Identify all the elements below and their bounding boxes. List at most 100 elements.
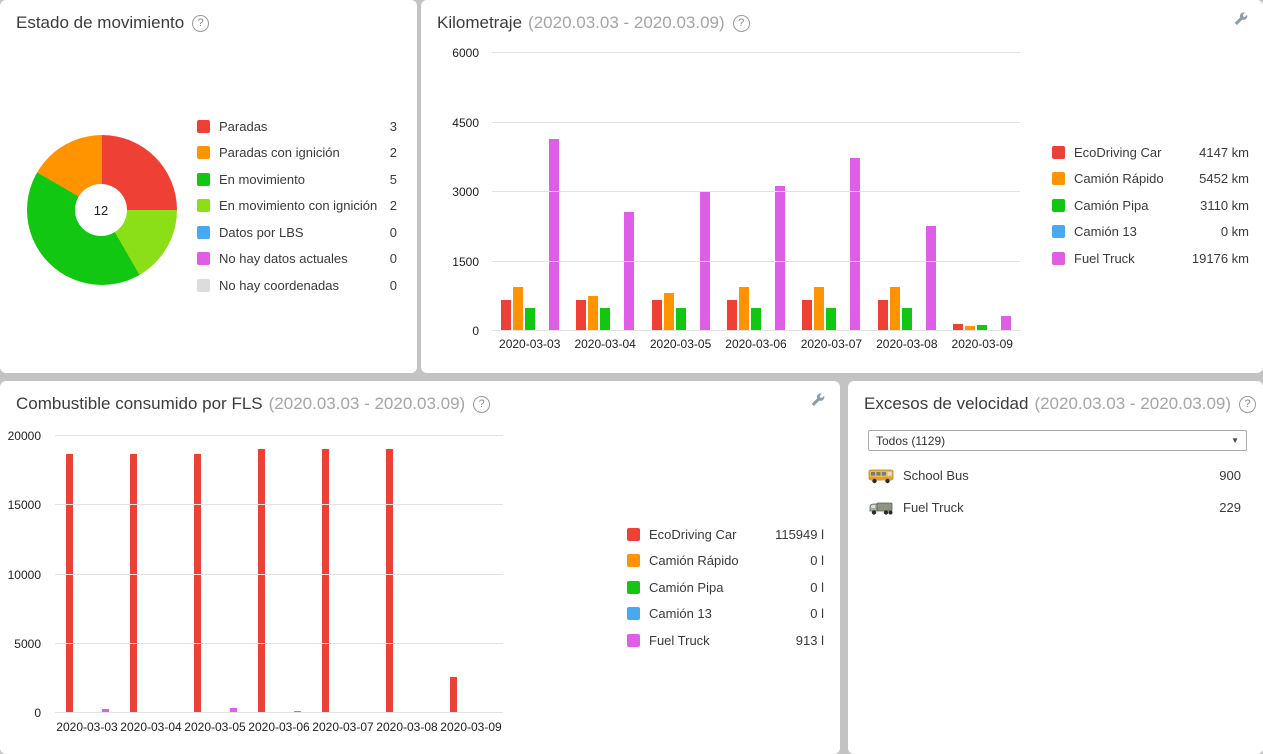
- legend-item-cami-n-pipa: Camión Pipa 0 l: [627, 574, 824, 601]
- panel-title: Kilometraje: [437, 13, 523, 32]
- legend-item-paradas: Paradas 3: [197, 113, 397, 140]
- bar-cami-n-r-pido: [889, 287, 900, 331]
- legend-label: EcoDriving Car: [1074, 144, 1162, 160]
- legend-label: Paradas con ignición: [219, 145, 340, 161]
- y-tick-label: 4500: [452, 115, 479, 130]
- bar-ecodriving-car: [449, 676, 457, 713]
- gridline: [55, 642, 503, 644]
- legend-label: Datos por LBS: [219, 224, 304, 240]
- legend-label: No hay coordenadas: [219, 277, 339, 293]
- bar-cami-n-pipa: [524, 308, 535, 331]
- panel-title: Excesos de velocidad: [864, 394, 1029, 413]
- legend-swatch: [1052, 172, 1065, 186]
- bar-fuel-truck: [229, 708, 237, 713]
- gridline: [55, 573, 503, 575]
- help-icon[interactable]: ?: [732, 14, 750, 32]
- help-icon[interactable]: ?: [192, 14, 210, 32]
- legend-label: En movimiento con ignición: [219, 198, 378, 214]
- help-icon[interactable]: ?: [473, 395, 491, 413]
- legend-swatch: [197, 146, 210, 160]
- bar-ecodriving-car: [321, 448, 329, 713]
- x-axis-label: 2020-03-06: [725, 337, 787, 351]
- legend-item-cami-n-r-pido: Camión Rápido 5452 km: [1052, 166, 1249, 193]
- unit-filter-dropdown[interactable]: Todos (1129) ▼: [868, 430, 1247, 451]
- bar-cami-n-r-pido: [512, 287, 523, 331]
- speeding-panel: Excesos de velocidad (2020.03.03 - 2020.…: [848, 381, 1263, 754]
- fuel-header: Combustible consumido por FLS (2020.03.0…: [0, 381, 840, 414]
- legend-item-en-movimiento: En movimiento 5: [197, 166, 397, 193]
- bar-group-2020-03-07: [802, 157, 861, 331]
- y-tick-label: 6000: [452, 46, 479, 60]
- x-axis-label: 2020-03-05: [649, 337, 712, 351]
- unit-label: School Bus: [903, 467, 969, 483]
- bar-ecodriving-car: [500, 300, 511, 331]
- y-tick-label: 0: [472, 324, 479, 338]
- unit-label: Fuel Truck: [903, 499, 964, 515]
- bar-group-2020-03-09: [953, 315, 1012, 331]
- legend-swatch: [197, 172, 210, 186]
- legend-item-ecodriving-car: EcoDriving Car 115949 l: [627, 521, 824, 548]
- legend-value: 0: [389, 277, 397, 293]
- bar-fuel-truck: [850, 157, 861, 331]
- bar-cami-n-r-pido: [738, 287, 749, 331]
- gridline: [492, 260, 1020, 262]
- panel-period: (2020.03.03 - 2020.03.09): [268, 394, 466, 413]
- legend-label: Camión 13: [649, 606, 712, 622]
- unit-violations-count: 229: [1219, 499, 1241, 515]
- chart-plot-area: [55, 435, 503, 713]
- bar-ecodriving-car: [953, 323, 964, 331]
- bar-group-2020-03-06: [726, 186, 785, 331]
- bar-cami-n-pipa: [675, 308, 686, 331]
- legend-value: 0: [389, 224, 397, 240]
- wrench-settings-icon[interactable]: [1234, 12, 1248, 26]
- legend-value: 3: [389, 118, 397, 134]
- legend-value: 5452 km: [1199, 171, 1249, 187]
- x-axis-labels: 2020-03-03 2020-03-04 2020-03-05 2020-03-06…: [55, 720, 503, 734]
- fuel-consumed-panel: Combustible consumido por FLS (2020.03.0…: [0, 381, 840, 754]
- unit-filter-value: Todos (1129): [876, 433, 946, 448]
- legend-item-paradas-con-ignici-n: Paradas con ignición 2: [197, 140, 397, 167]
- bar-cami-n-pipa: [826, 308, 837, 331]
- pie-center-total: 12: [75, 184, 127, 236]
- bar-fuel-truck: [624, 212, 635, 331]
- legend-value: 0: [389, 251, 397, 267]
- legend-swatch: [197, 225, 210, 239]
- bar-cami-n-r-pido: [814, 287, 825, 331]
- y-tick-label: 3000: [452, 185, 479, 199]
- bar-cami-n-r-pido: [663, 293, 674, 331]
- bar-group-2020-03-08: [877, 225, 936, 331]
- bar-fuel-truck: [925, 225, 936, 331]
- legend-item-cami-n-pipa: Camión Pipa 3110 km: [1052, 192, 1249, 219]
- help-icon[interactable]: ?: [1239, 395, 1257, 413]
- gridline: [55, 712, 503, 713]
- unit-row-fuel-truck[interactable]: Fuel Truck 229: [868, 491, 1241, 523]
- legend-item-no-hay-coordenadas: No hay coordenadas 0: [197, 272, 397, 299]
- unit-violations-count: 900: [1219, 467, 1241, 483]
- legend-label: Camión Rápido: [649, 553, 739, 569]
- mileage-header: Kilometraje (2020.03.03 - 2020.03.09) ?: [421, 0, 1263, 33]
- y-axis: 20000 15000 10000 5000 0: [0, 429, 49, 720]
- gridline: [492, 191, 1020, 192]
- bar-group-2020-03-04: [576, 212, 635, 331]
- legend-label: Fuel Truck: [1074, 250, 1135, 266]
- legend-swatch: [627, 607, 640, 621]
- bar-cami-n-pipa: [600, 308, 611, 331]
- bar-fuel-truck: [1001, 315, 1012, 331]
- wrench-settings-icon[interactable]: [811, 393, 825, 407]
- mileage-bar-chart: 6000 4500 3000 1500 0 2020-03-03 2020-03-04 20…: [421, 0, 1263, 373]
- gridline: [55, 504, 503, 506]
- x-axis-label: 2020-03-07: [800, 337, 863, 351]
- legend-value: 5: [389, 171, 397, 187]
- bar-fuel-truck: [548, 138, 559, 331]
- x-axis-label: 2020-03-08: [876, 337, 938, 351]
- unit-row-school-bus[interactable]: School Bus 900: [868, 459, 1241, 491]
- x-axis-label: 2020-03-04: [574, 337, 636, 351]
- bar-ecodriving-car: [576, 300, 587, 331]
- x-axis-label: 2020-03-09: [440, 720, 502, 734]
- panel-period: (2020.03.03 - 2020.03.09): [1034, 394, 1232, 413]
- bar-group-2020-03-03: [65, 454, 109, 713]
- speeding-unit-list: School Bus 900 Fuel Truck 229: [868, 459, 1241, 523]
- legend-value: 4147 km: [1199, 144, 1249, 160]
- bar-cami-n-pipa: [750, 308, 761, 331]
